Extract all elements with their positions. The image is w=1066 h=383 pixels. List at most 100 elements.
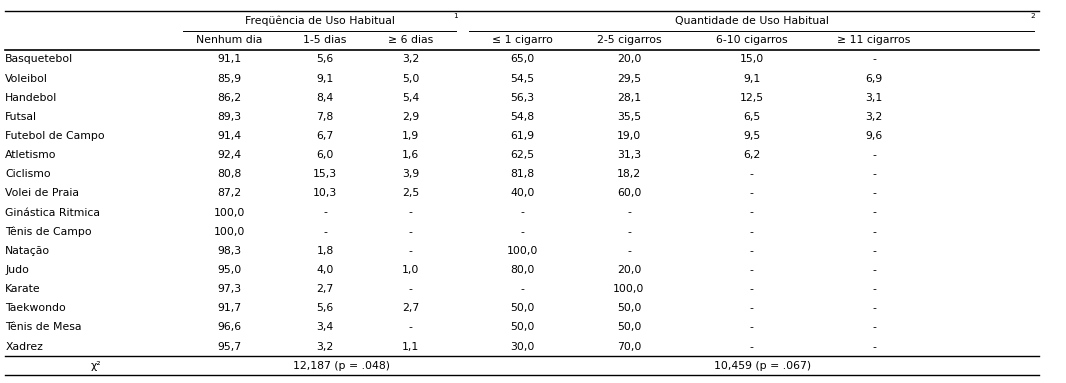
Text: 95,0: 95,0 xyxy=(217,265,241,275)
Text: 54,8: 54,8 xyxy=(511,112,534,122)
Text: 96,6: 96,6 xyxy=(217,322,241,332)
Text: Ciclismo: Ciclismo xyxy=(5,169,51,179)
Text: -: - xyxy=(872,322,876,332)
Text: Xadrez: Xadrez xyxy=(5,342,44,352)
Text: 50,0: 50,0 xyxy=(617,322,641,332)
Text: -: - xyxy=(520,208,524,218)
Text: 9,6: 9,6 xyxy=(866,131,883,141)
Text: -: - xyxy=(872,208,876,218)
Text: 19,0: 19,0 xyxy=(617,131,641,141)
Text: 9,1: 9,1 xyxy=(317,74,334,83)
Text: -: - xyxy=(408,322,413,332)
Text: 2,5: 2,5 xyxy=(402,188,419,198)
Text: -: - xyxy=(872,150,876,160)
Text: 61,9: 61,9 xyxy=(511,131,534,141)
Text: 2,7: 2,7 xyxy=(402,303,419,313)
Text: -: - xyxy=(749,284,754,294)
Text: 9,1: 9,1 xyxy=(743,74,760,83)
Text: 62,5: 62,5 xyxy=(511,150,534,160)
Text: 100,0: 100,0 xyxy=(213,227,245,237)
Text: -: - xyxy=(408,208,413,218)
Text: 4,0: 4,0 xyxy=(317,265,334,275)
Text: 5,0: 5,0 xyxy=(402,74,419,83)
Text: 1,9: 1,9 xyxy=(402,131,419,141)
Text: -: - xyxy=(872,188,876,198)
Text: 91,1: 91,1 xyxy=(217,54,241,64)
Text: 80,0: 80,0 xyxy=(511,265,534,275)
Text: Tênis de Mesa: Tênis de Mesa xyxy=(5,322,82,332)
Text: 89,3: 89,3 xyxy=(217,112,241,122)
Text: 100,0: 100,0 xyxy=(613,284,645,294)
Text: -: - xyxy=(749,246,754,256)
Text: 1: 1 xyxy=(453,13,457,19)
Text: 29,5: 29,5 xyxy=(617,74,641,83)
Text: -: - xyxy=(749,342,754,352)
Text: χ²: χ² xyxy=(91,361,101,371)
Text: ≤ 1 cigarro: ≤ 1 cigarro xyxy=(491,35,553,45)
Text: 92,4: 92,4 xyxy=(217,150,241,160)
Text: 6,0: 6,0 xyxy=(317,150,334,160)
Text: 5,6: 5,6 xyxy=(317,303,334,313)
Text: -: - xyxy=(872,54,876,64)
Text: -: - xyxy=(520,284,524,294)
Text: 56,3: 56,3 xyxy=(511,93,534,103)
Text: -: - xyxy=(627,227,631,237)
Text: 50,0: 50,0 xyxy=(511,303,534,313)
Text: 6,5: 6,5 xyxy=(743,112,760,122)
Text: -: - xyxy=(323,227,327,237)
Text: 15,3: 15,3 xyxy=(313,169,337,179)
Text: 3,2: 3,2 xyxy=(402,54,419,64)
Text: Natação: Natação xyxy=(5,246,50,256)
Text: 40,0: 40,0 xyxy=(511,188,534,198)
Text: 65,0: 65,0 xyxy=(511,54,534,64)
Text: 30,0: 30,0 xyxy=(511,342,534,352)
Text: 60,0: 60,0 xyxy=(617,188,641,198)
Text: 12,187 (p = .048): 12,187 (p = .048) xyxy=(293,361,389,371)
Text: 3,4: 3,4 xyxy=(317,322,334,332)
Text: 80,8: 80,8 xyxy=(217,169,241,179)
Text: 85,9: 85,9 xyxy=(217,74,241,83)
Text: 98,3: 98,3 xyxy=(217,246,241,256)
Text: ≥ 11 cigarros: ≥ 11 cigarros xyxy=(838,35,910,45)
Text: 2: 2 xyxy=(1031,13,1035,19)
Text: Karate: Karate xyxy=(5,284,41,294)
Text: 28,1: 28,1 xyxy=(617,93,641,103)
Text: 6,2: 6,2 xyxy=(743,150,760,160)
Text: -: - xyxy=(749,303,754,313)
Text: Handebol: Handebol xyxy=(5,93,58,103)
Text: 3,1: 3,1 xyxy=(866,93,883,103)
Text: 1,6: 1,6 xyxy=(402,150,419,160)
Text: 1,8: 1,8 xyxy=(317,246,334,256)
Text: 3,2: 3,2 xyxy=(317,342,334,352)
Text: -: - xyxy=(872,169,876,179)
Text: 50,0: 50,0 xyxy=(617,303,641,313)
Text: Nenhum dia: Nenhum dia xyxy=(196,35,262,45)
Text: 2-5 cigarros: 2-5 cigarros xyxy=(597,35,661,45)
Text: 10,459 (p = .067): 10,459 (p = .067) xyxy=(713,361,811,371)
Text: -: - xyxy=(872,227,876,237)
Text: 20,0: 20,0 xyxy=(617,265,641,275)
Text: Volei de Praia: Volei de Praia xyxy=(5,188,79,198)
Text: Ginástica Ritmica: Ginástica Ritmica xyxy=(5,208,100,218)
Text: 6-10 cigarros: 6-10 cigarros xyxy=(715,35,788,45)
Text: 18,2: 18,2 xyxy=(617,169,641,179)
Text: -: - xyxy=(749,227,754,237)
Text: Futebol de Campo: Futebol de Campo xyxy=(5,131,104,141)
Text: Judo: Judo xyxy=(5,265,29,275)
Text: 81,8: 81,8 xyxy=(511,169,534,179)
Text: -: - xyxy=(749,322,754,332)
Text: -: - xyxy=(872,265,876,275)
Text: ≥ 6 dias: ≥ 6 dias xyxy=(388,35,433,45)
Text: 2,9: 2,9 xyxy=(402,112,419,122)
Text: 9,5: 9,5 xyxy=(743,131,760,141)
Text: 86,2: 86,2 xyxy=(217,93,241,103)
Text: -: - xyxy=(627,246,631,256)
Text: 50,0: 50,0 xyxy=(511,322,534,332)
Text: 100,0: 100,0 xyxy=(213,208,245,218)
Text: 91,4: 91,4 xyxy=(217,131,241,141)
Text: 35,5: 35,5 xyxy=(617,112,641,122)
Text: 7,8: 7,8 xyxy=(317,112,334,122)
Text: -: - xyxy=(872,246,876,256)
Text: -: - xyxy=(749,208,754,218)
Text: 91,7: 91,7 xyxy=(217,303,241,313)
